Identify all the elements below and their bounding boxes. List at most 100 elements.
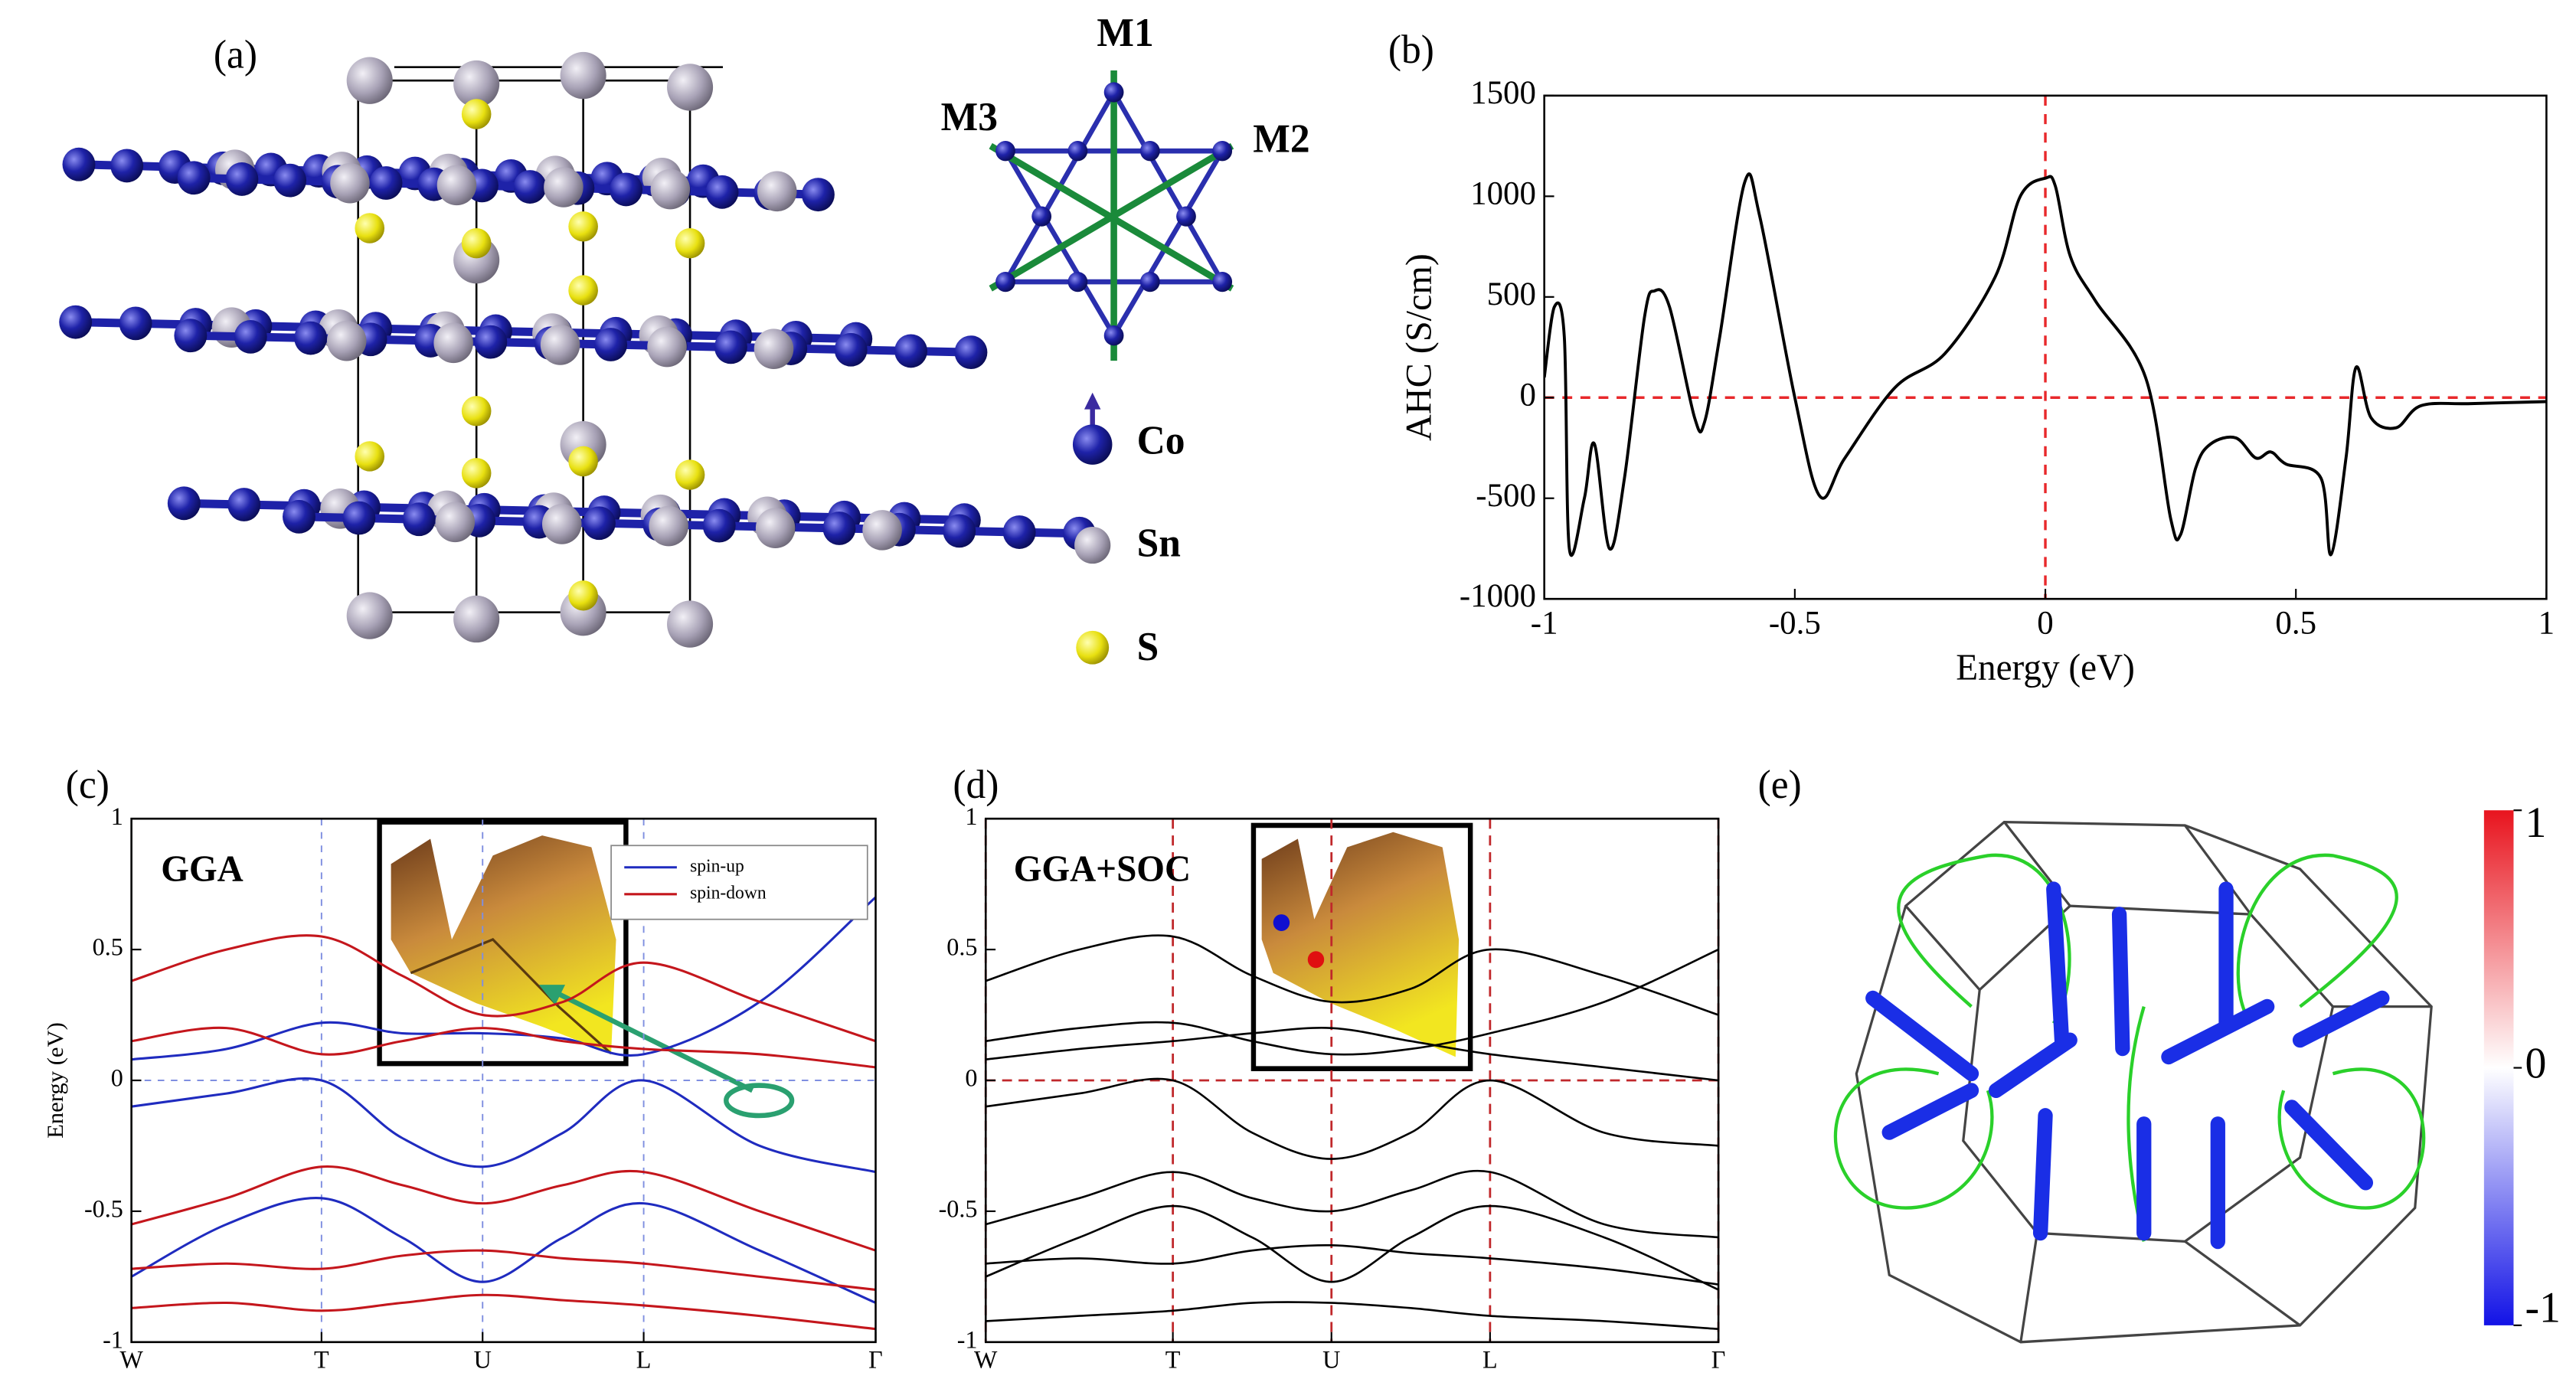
colorbar <box>2483 810 2514 1325</box>
x-tick-label: 0.5 <box>2275 604 2316 642</box>
legend-label: Sn <box>1137 521 1181 566</box>
x-tick-label: 0 <box>2037 604 2053 642</box>
atom <box>995 141 1015 162</box>
y-tick-label: -500 <box>1476 476 1536 514</box>
atom-legend: Co Sn S <box>1072 392 1185 669</box>
atom <box>1176 206 1196 227</box>
co-atom <box>1002 515 1036 549</box>
spin-arrow-head <box>1084 392 1101 410</box>
nodal-line <box>2277 1067 2426 1210</box>
co-atom <box>227 488 261 521</box>
band-surface <box>391 835 616 1054</box>
sn-atom <box>862 510 902 551</box>
s-atom <box>461 227 492 259</box>
data-line <box>131 896 876 1061</box>
co-atom <box>474 325 508 359</box>
x-axis-label: Energy (eV) <box>1956 647 2135 688</box>
data-line <box>131 1197 876 1304</box>
zone-edge <box>1904 905 1981 991</box>
sn-atom <box>650 168 691 210</box>
sn-atom <box>330 162 370 204</box>
curvature-feature <box>1865 990 1979 1082</box>
sn-atom <box>540 325 580 365</box>
zone-edge <box>2184 824 2252 916</box>
crystal-structure <box>59 51 1096 648</box>
colorbar-label: 1 <box>2525 799 2546 848</box>
x-tick-label: U <box>474 1346 492 1374</box>
y-tick-label: -0.5 <box>84 1195 123 1223</box>
sn-atom <box>649 505 688 547</box>
brillouin-zone <box>1855 820 2433 1344</box>
x-tick-label: -1 <box>1531 604 1558 642</box>
colorbar-ticks: 1 0 -1 <box>2513 799 2561 1332</box>
x-tick-label: L <box>1483 1346 1498 1374</box>
co-atom <box>342 501 376 535</box>
co-atom <box>234 319 267 354</box>
atom <box>1103 325 1124 346</box>
atom <box>1067 271 1088 292</box>
sn-atom <box>757 171 797 212</box>
co-atom <box>513 170 547 204</box>
s-atom <box>568 446 598 477</box>
atom <box>1139 271 1160 292</box>
atom <box>995 271 1015 292</box>
y-tick-label: -0.5 <box>939 1195 978 1223</box>
y-tick-label: 0.5 <box>93 933 123 961</box>
data-line <box>131 1026 876 1069</box>
y-tick-label: 1 <box>111 802 123 830</box>
direction-labels: M1 M2 M3 <box>941 11 1310 162</box>
co-atom <box>283 499 315 534</box>
x-tick-label: W <box>974 1346 998 1374</box>
curvature-feature <box>2284 1100 2374 1191</box>
panel-label: (d) <box>953 763 999 807</box>
mirror-lines <box>989 70 1234 361</box>
co-atom <box>174 319 208 353</box>
s-atom <box>568 580 598 611</box>
x-tick-label: Γ <box>1711 1346 1726 1374</box>
x-tick-label: W <box>119 1346 143 1374</box>
y-tick-label: -1 <box>957 1326 978 1354</box>
arrow-head <box>538 985 566 1005</box>
nodal-lines <box>1833 853 2426 1242</box>
data-line <box>131 1293 876 1331</box>
legend-atom <box>1072 424 1113 465</box>
co-atom <box>273 163 307 198</box>
x-tick-label: Γ <box>868 1346 883 1374</box>
co-atom <box>62 147 96 181</box>
co-atom <box>119 306 152 341</box>
y-tick-label: 0.5 <box>946 933 977 961</box>
inset-c <box>377 819 629 1067</box>
curvature-feature <box>2292 990 2390 1048</box>
sn-atom <box>647 326 687 368</box>
y-tick-label: -1000 <box>1460 577 1536 615</box>
co-atom <box>702 508 736 543</box>
sn-atom <box>453 595 500 643</box>
data-line <box>131 1077 876 1174</box>
x-tick-label: -0.5 <box>1769 604 1821 642</box>
data-line <box>986 934 1719 1016</box>
inset-d <box>1250 822 1473 1071</box>
sn-atom <box>346 57 393 104</box>
co-atom <box>610 172 643 207</box>
atom <box>1139 141 1160 162</box>
inset-arrow <box>538 985 795 1119</box>
co-atom <box>594 328 628 361</box>
sn-atom <box>544 167 584 208</box>
panel-label: (e) <box>1758 763 1802 807</box>
annotation: GGA+SOC <box>1014 848 1191 890</box>
curvature-feature <box>2046 881 2070 1048</box>
co-atom <box>177 161 211 195</box>
sn-atom <box>435 502 476 543</box>
legend-atom <box>1076 630 1110 665</box>
y-tick-label: 0 <box>111 1064 123 1092</box>
legend-box <box>610 845 868 920</box>
co-atom <box>110 149 144 183</box>
co-atom <box>894 334 928 368</box>
panel-label: (c) <box>66 763 110 807</box>
co-atom <box>167 486 201 521</box>
co-atom <box>943 514 976 548</box>
data-line <box>1544 172 2547 557</box>
co-atom <box>225 162 259 196</box>
sn-atom <box>667 600 714 648</box>
